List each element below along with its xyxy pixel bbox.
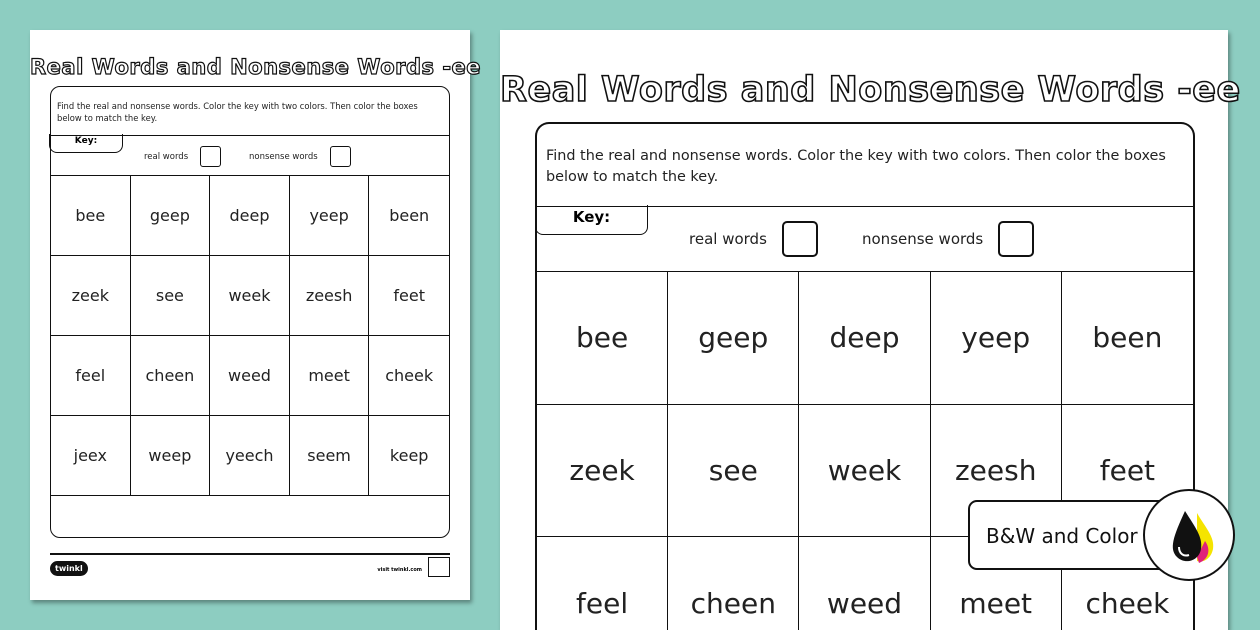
nonsense-words-box (329, 146, 351, 167)
empty-cell (369, 496, 449, 538)
worksheet-preview-small: Real Words and Nonsense Words -ee Find t… (29, 30, 482, 600)
instructions: Find the real and nonsense words. Color … (537, 124, 1193, 207)
word-cell: see (668, 404, 800, 537)
key-nonsense: nonsense words (862, 221, 1035, 257)
worksheet-title: Real Words and Nonsense Words -ee (499, 69, 1241, 111)
word-cell: yeep (289, 176, 370, 256)
footer-link: visit twinkl.com (377, 567, 422, 573)
word-cell: cheek (369, 336, 449, 416)
word-cell: cheek (1085, 587, 1170, 620)
word-cell: geep (130, 176, 211, 256)
key-real: real words (144, 146, 222, 167)
word-cell: geep (668, 272, 800, 405)
word-cell: week (210, 256, 290, 336)
word-cell: meet (289, 336, 370, 416)
word-cell: bee (537, 272, 669, 405)
real-words-label: real words (689, 230, 767, 248)
word-cell: yeep (930, 272, 1062, 405)
empty-cell (210, 496, 290, 538)
instructions: Find the real and nonsense words. Color … (51, 87, 449, 136)
word-cell: cheen (130, 336, 211, 416)
word-cell: weep (130, 416, 211, 496)
word-cell: weed (210, 336, 290, 416)
word-cell: weed (799, 537, 931, 630)
word-cell: feel (537, 537, 669, 630)
worksheet-preview-large: Real Words and Nonsense Words -ee Find t… (499, 30, 1241, 630)
nonsense-words-label: nonsense words (862, 230, 984, 248)
word-cell: zeesh (289, 256, 370, 336)
key-nonsense: nonsense words (249, 146, 351, 167)
real-words-box (200, 146, 222, 167)
empty-cell (131, 496, 211, 538)
word-cell: see (130, 256, 211, 336)
word-cell: seem (289, 416, 370, 496)
nonsense-words-box (998, 221, 1035, 257)
key-row: Key: real words nonsense words (49, 134, 449, 176)
worksheet-title: Real Words and Nonsense Words -ee (29, 54, 482, 79)
word-cell: keep (369, 416, 449, 496)
word-cell: zeek (537, 404, 669, 537)
real-words-box (781, 221, 818, 257)
word-cell: jeex (51, 416, 131, 496)
word-cell: deep (799, 272, 931, 405)
word-cell: cheen (668, 537, 800, 630)
word-cell: zeek (51, 256, 131, 336)
word-cell: been (369, 176, 449, 256)
quality-badge-icon (428, 557, 450, 577)
word-cell: week (799, 404, 931, 537)
word-cell: been (1061, 272, 1193, 405)
word-cell: yeech (210, 416, 290, 496)
worksheet-box: Find the real and nonsense words. Color … (535, 122, 1195, 630)
word-cell: bee (51, 176, 131, 256)
word-grid: bee geep deep yeep been zeek see week zeesh feet f… (51, 176, 449, 538)
key-real: real words (689, 221, 818, 257)
empty-cell (290, 496, 370, 538)
word-cell: feet (369, 256, 449, 336)
word-cell: deep (210, 176, 290, 256)
ink-drops-icon (1143, 489, 1235, 581)
twinkl-logo: twinkl (50, 561, 88, 576)
key-label: Key: (49, 134, 123, 153)
real-words-label: real words (144, 151, 189, 162)
word-cell: meet (931, 537, 1062, 630)
key-row: Key: real words nonsense words (535, 205, 1193, 272)
empty-cell (51, 496, 131, 538)
word-cell: feel (51, 336, 131, 416)
worksheet-box: Find the real and nonsense words. Color … (49, 86, 450, 538)
key-label: Key: (535, 205, 648, 235)
nonsense-words-label: nonsense words (249, 151, 318, 162)
word-grid: bee geep deep yeep been zeek see week zeesh feet f… (537, 272, 1193, 630)
footer: twinkl visit twinkl.com (50, 553, 450, 577)
